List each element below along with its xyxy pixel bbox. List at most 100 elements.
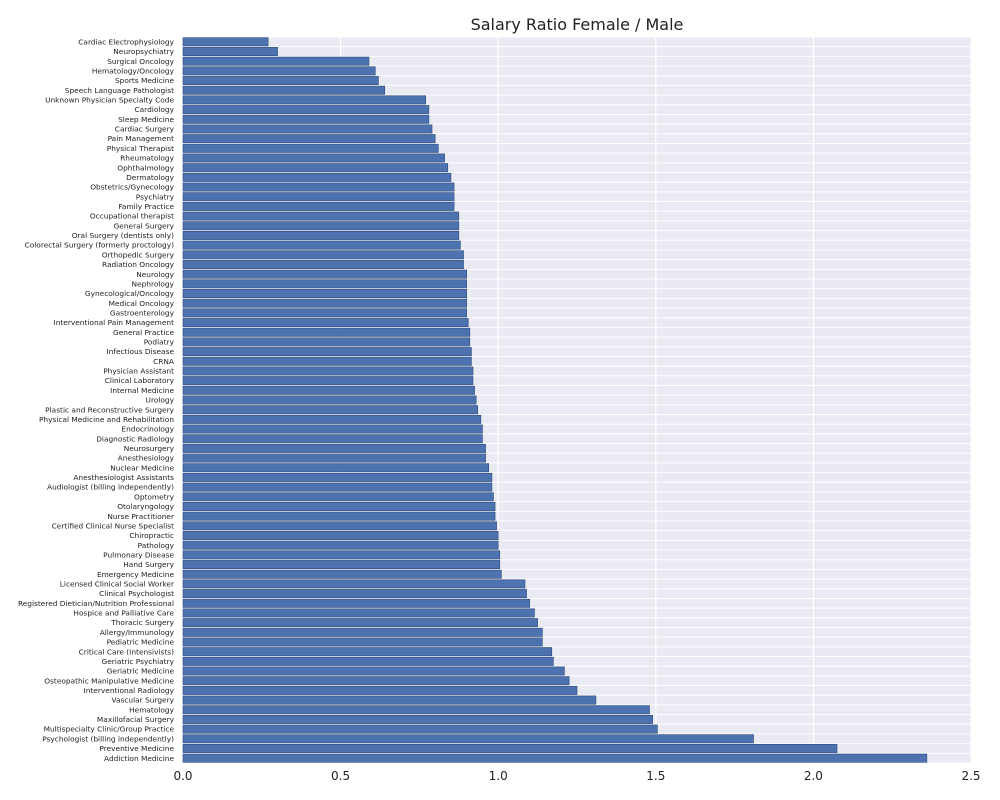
y-tick-labels: Cardiac ElectrophysiologyNeuropsychiatry… — [18, 37, 175, 762]
y-tick-label: Orthopedic Surgery — [102, 250, 175, 259]
bar — [182, 37, 269, 47]
bar — [182, 134, 436, 144]
y-tick-label: Psychiatry — [136, 192, 175, 201]
y-tick-label: Certified Clinical Nurse Specialist — [52, 521, 174, 530]
bar — [182, 550, 501, 560]
bar — [182, 492, 494, 502]
y-tick-label: Cardiac Electrophysiology — [78, 37, 174, 46]
y-tick-label: Pain Management — [108, 134, 175, 143]
y-tick-label: Interventional Radiology — [84, 686, 175, 695]
y-tick-label: Urology — [146, 396, 175, 405]
bar — [182, 414, 482, 424]
y-tick-label: Rheumatology — [120, 154, 174, 163]
bar — [182, 95, 427, 105]
y-tick-label: Diagnostic Radiology — [96, 434, 174, 443]
bar — [182, 695, 597, 705]
y-tick-label: Addiction Medicine — [104, 754, 174, 763]
y-tick-label: Neurology — [136, 270, 174, 279]
y-tick-label: Colorectal Surgery (formerly proctology) — [25, 241, 175, 250]
y-tick-label: Maxillofacial Surgery — [97, 715, 175, 724]
bar — [182, 705, 650, 715]
bar — [182, 598, 531, 608]
y-tick-label: Pathology — [138, 541, 175, 550]
y-tick-label: Allergy/Immunology — [100, 628, 175, 637]
bar — [182, 443, 486, 453]
y-tick-label: Nurse Practitioner — [107, 512, 175, 521]
bars — [182, 37, 928, 763]
y-tick-label: Sports Medicine — [115, 76, 175, 85]
x-tick-label: 2.5 — [961, 769, 980, 783]
y-tick-label: Medical Oncology — [109, 299, 175, 308]
bar — [182, 685, 578, 695]
y-tick-label: Physical Medicine and Rehabilitation — [39, 415, 174, 424]
bar — [182, 560, 501, 570]
bar — [182, 163, 449, 173]
bar — [182, 76, 379, 86]
bar — [182, 366, 474, 376]
y-tick-label: Licensed Clinical Social Worker — [60, 580, 175, 589]
y-tick-label: Preventive Medicine — [99, 744, 174, 753]
bar — [182, 192, 455, 202]
y-tick-label: Unknown Physician Specialty Code — [45, 96, 174, 105]
bar — [182, 714, 653, 724]
y-tick-label: Nuclear Medicine — [110, 463, 174, 472]
y-tick-label: Oral Surgery (dentists only) — [72, 231, 174, 240]
y-tick-label: Endocrinology — [121, 425, 174, 434]
bar — [182, 385, 475, 395]
bar — [182, 637, 543, 647]
bar — [182, 327, 471, 337]
grid-lines — [182, 36, 972, 764]
y-tick-label: Critical Care (Intensivists) — [79, 647, 174, 656]
bar — [182, 308, 467, 318]
bar — [182, 531, 499, 540]
bar — [182, 172, 452, 182]
bar — [182, 85, 386, 95]
bar — [182, 269, 467, 279]
bar — [182, 405, 479, 415]
bar — [182, 143, 439, 153]
y-tick-label: Anesthesiologist Assistants — [73, 473, 174, 482]
y-tick-label: Vascular Surgery — [111, 696, 174, 705]
bar — [182, 182, 455, 192]
y-tick-label: Nephrology — [132, 279, 175, 288]
bar — [182, 356, 472, 366]
y-tick-label: Clinical Psychologist — [99, 589, 174, 598]
y-tick-label: Thoracic Surgery — [110, 618, 174, 627]
x-tick-label: 2.0 — [804, 769, 823, 783]
bar — [182, 724, 658, 734]
bar — [182, 647, 553, 657]
y-tick-label: General Practice — [113, 328, 174, 337]
y-tick-label: Neurosurgery — [124, 444, 175, 453]
bar — [182, 221, 460, 231]
bar — [182, 434, 483, 444]
y-tick-label: Hematology — [129, 705, 175, 714]
bar — [182, 56, 370, 66]
bar — [182, 105, 430, 115]
bar — [182, 540, 499, 550]
y-tick-label: Hospice and Palliative Care — [73, 609, 174, 618]
bar — [182, 260, 464, 269]
bar — [182, 66, 376, 76]
chart-title: Salary Ratio Female / Male — [471, 15, 684, 34]
bar — [182, 608, 535, 618]
x-tick-labels: 0.0 0.5 1.0 1.5 2.0 2.5 — [173, 769, 980, 783]
y-tick-label: Physician Assistant — [103, 367, 174, 376]
y-tick-label: Gastroenterology — [110, 308, 175, 317]
y-tick-label: Multispecialty Clinic/Group Practice — [44, 725, 175, 734]
y-tick-label: Pediatric Medicine — [107, 638, 175, 647]
bar — [182, 153, 445, 163]
y-tick-label: Otolaryngology — [117, 502, 174, 511]
y-tick-label: Hematology/Oncology — [92, 66, 175, 75]
bar — [182, 744, 838, 753]
bar — [182, 298, 467, 308]
y-tick-label: Optometry — [134, 492, 175, 501]
bar — [182, 347, 472, 357]
bar — [182, 666, 565, 676]
y-tick-label: Cardiology — [134, 105, 174, 114]
y-tick-label: Interventional Pain Management — [54, 318, 175, 327]
x-tick-label: 1.0 — [489, 769, 508, 783]
y-tick-label: Plastic and Reconstructive Surgery — [45, 405, 174, 414]
y-tick-label: General Surgery — [114, 221, 175, 230]
bar — [182, 230, 460, 240]
